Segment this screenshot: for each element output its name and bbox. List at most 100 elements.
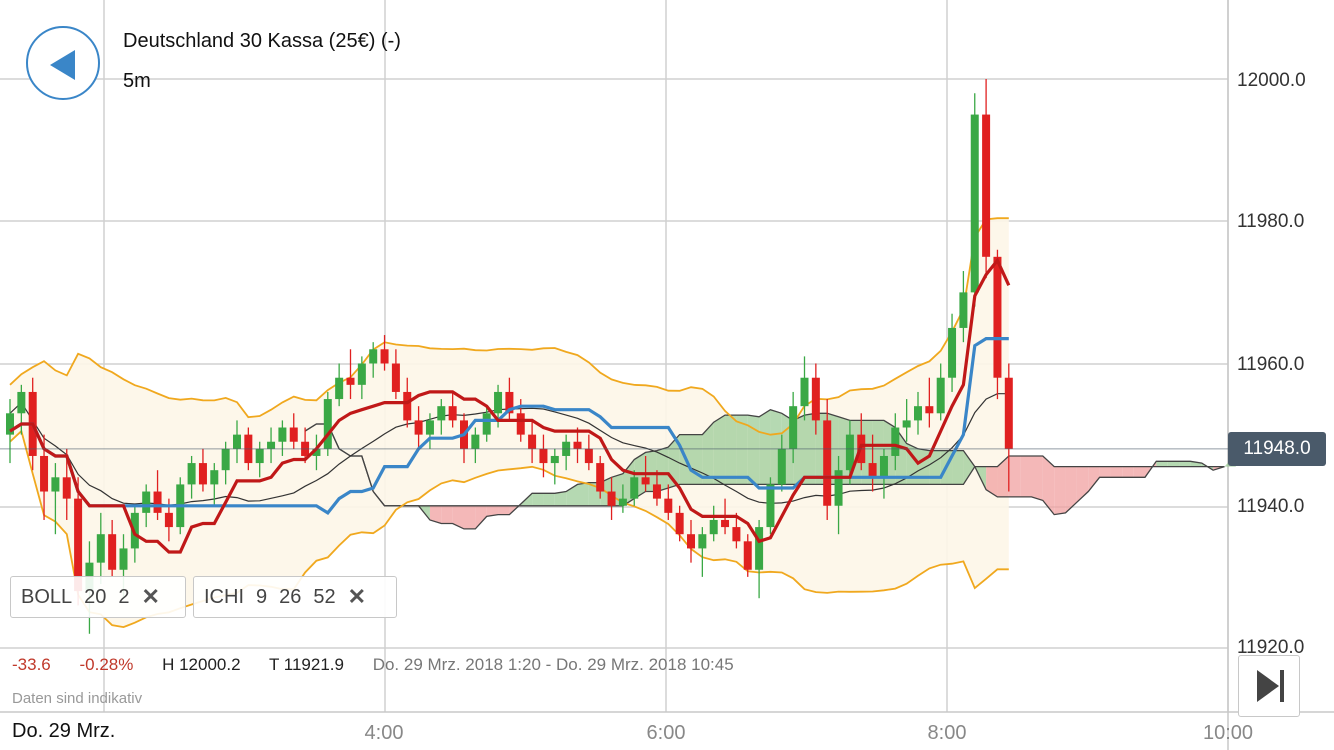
instrument-title: Deutschland 30 Kassa (25€) (-) — [123, 30, 401, 52]
candle-body — [891, 427, 900, 456]
ichimoku-cloud — [1020, 455, 1032, 497]
candle-body — [777, 448, 786, 485]
tenkan-line — [9, 257, 1011, 554]
candle-body — [823, 420, 832, 506]
ichimoku-cloud — [1065, 466, 1077, 513]
x-tick: 4:00 — [364, 722, 404, 744]
candle-body — [437, 406, 446, 421]
candle-body — [982, 114, 991, 257]
candle-body — [482, 413, 491, 435]
candle-body — [539, 448, 548, 464]
indicator-param: 26 — [279, 585, 302, 608]
candle-body — [164, 512, 173, 528]
candle-body — [607, 491, 616, 506]
candle-body — [255, 448, 264, 464]
candle-body — [914, 406, 922, 421]
candle-body — [879, 455, 888, 478]
candle-body — [448, 406, 457, 421]
candle-body — [369, 349, 378, 364]
senkou-a-line — [304, 408, 1225, 530]
y-tick: 11960.0 — [1237, 354, 1305, 375]
candle-body — [40, 455, 49, 492]
candle-body — [721, 519, 730, 528]
candle-body — [505, 391, 514, 414]
candle-body — [425, 420, 434, 435]
date-range: Do. 29 Mrz. 2018 1:20 - Do. 29 Mrz. 2018… — [372, 655, 734, 674]
y-tick: 11980.0 — [1237, 211, 1305, 232]
candle-body — [153, 491, 162, 513]
candle-body — [868, 463, 877, 478]
ichimoku-cloud — [464, 505, 476, 529]
date-label: Do. 29 Mrz. — [12, 720, 116, 742]
indicator-param: 9 — [256, 585, 268, 608]
ichimoku-cloud — [1179, 461, 1191, 467]
candle-body — [187, 463, 196, 485]
scroll-to-end-button[interactable] — [1238, 655, 1300, 717]
close-icon[interactable]: ✕ — [141, 584, 160, 609]
ichimoku-cloud — [1156, 461, 1168, 467]
ichimoku-cloud — [656, 447, 669, 492]
indicator-chip-ichi[interactable]: ICHI 9 26 52 ✕ — [193, 576, 397, 618]
candle-body — [346, 377, 355, 385]
ichimoku-cloud — [1190, 461, 1202, 467]
candle-body — [471, 434, 480, 449]
ichimoku-cloud — [1042, 455, 1055, 515]
ichimoku-cloud — [1076, 466, 1089, 503]
ichimoku-cloud — [1054, 466, 1066, 515]
candle-body — [119, 548, 128, 570]
indicator-chip-boll[interactable]: BOLL 20 2 ✕ — [10, 576, 186, 618]
back-arrow-icon — [50, 50, 75, 80]
ichimoku-cloud — [713, 415, 726, 485]
ichimoku-cloud — [429, 505, 442, 524]
ichimoku-cloud — [952, 450, 964, 485]
ichimoku-cloud — [997, 455, 1009, 497]
candle-body — [221, 448, 230, 471]
candle-body — [1004, 377, 1013, 449]
candle-body — [51, 477, 60, 492]
close-icon[interactable]: ✕ — [347, 584, 367, 609]
y-tick: 11920.0 — [1237, 637, 1305, 658]
ichimoku-cloud — [1031, 455, 1043, 501]
candle-body — [630, 477, 639, 499]
candle-body — [210, 470, 219, 485]
interval-label: 5m — [123, 70, 151, 92]
candle-body — [17, 391, 26, 414]
candle-body — [925, 406, 934, 414]
candle-body — [74, 498, 83, 592]
ichimoku-cloud — [554, 491, 567, 506]
candle-body — [573, 441, 582, 449]
ichimoku-cloud — [543, 493, 555, 506]
candle-body — [845, 434, 854, 471]
candle-body — [641, 477, 650, 485]
candle-body — [834, 470, 843, 506]
candle-body — [6, 413, 14, 435]
ichimoku-cloud — [1122, 466, 1134, 478]
indicator-name: ICHI — [204, 585, 244, 608]
candle-body — [142, 491, 151, 513]
candle-body — [528, 434, 537, 449]
candle-body — [494, 391, 503, 414]
candle-body — [675, 512, 684, 535]
ichimoku-cloud — [1099, 466, 1111, 478]
x-tick: 8:00 — [927, 722, 967, 744]
candle-body — [664, 498, 673, 513]
indicator-param: 20 — [84, 585, 107, 608]
ichimoku-cloud — [1133, 466, 1145, 478]
candle-body — [233, 434, 241, 449]
candle-body — [357, 363, 366, 385]
candle-body — [335, 377, 344, 400]
y-tick: 12000.0 — [1237, 70, 1306, 91]
candle-body — [811, 377, 820, 421]
y-tick: 11940.0 — [1237, 496, 1305, 517]
candle-body — [755, 527, 764, 570]
candle-body — [62, 477, 71, 499]
candle-body — [323, 399, 332, 449]
indicator-name: BOLL — [21, 585, 73, 608]
skip-end-icon — [1257, 670, 1284, 702]
back-button[interactable] — [26, 26, 100, 100]
candle-body — [743, 541, 752, 570]
candle-body — [596, 463, 605, 492]
candle-body — [403, 391, 412, 421]
candle-body — [698, 534, 707, 549]
